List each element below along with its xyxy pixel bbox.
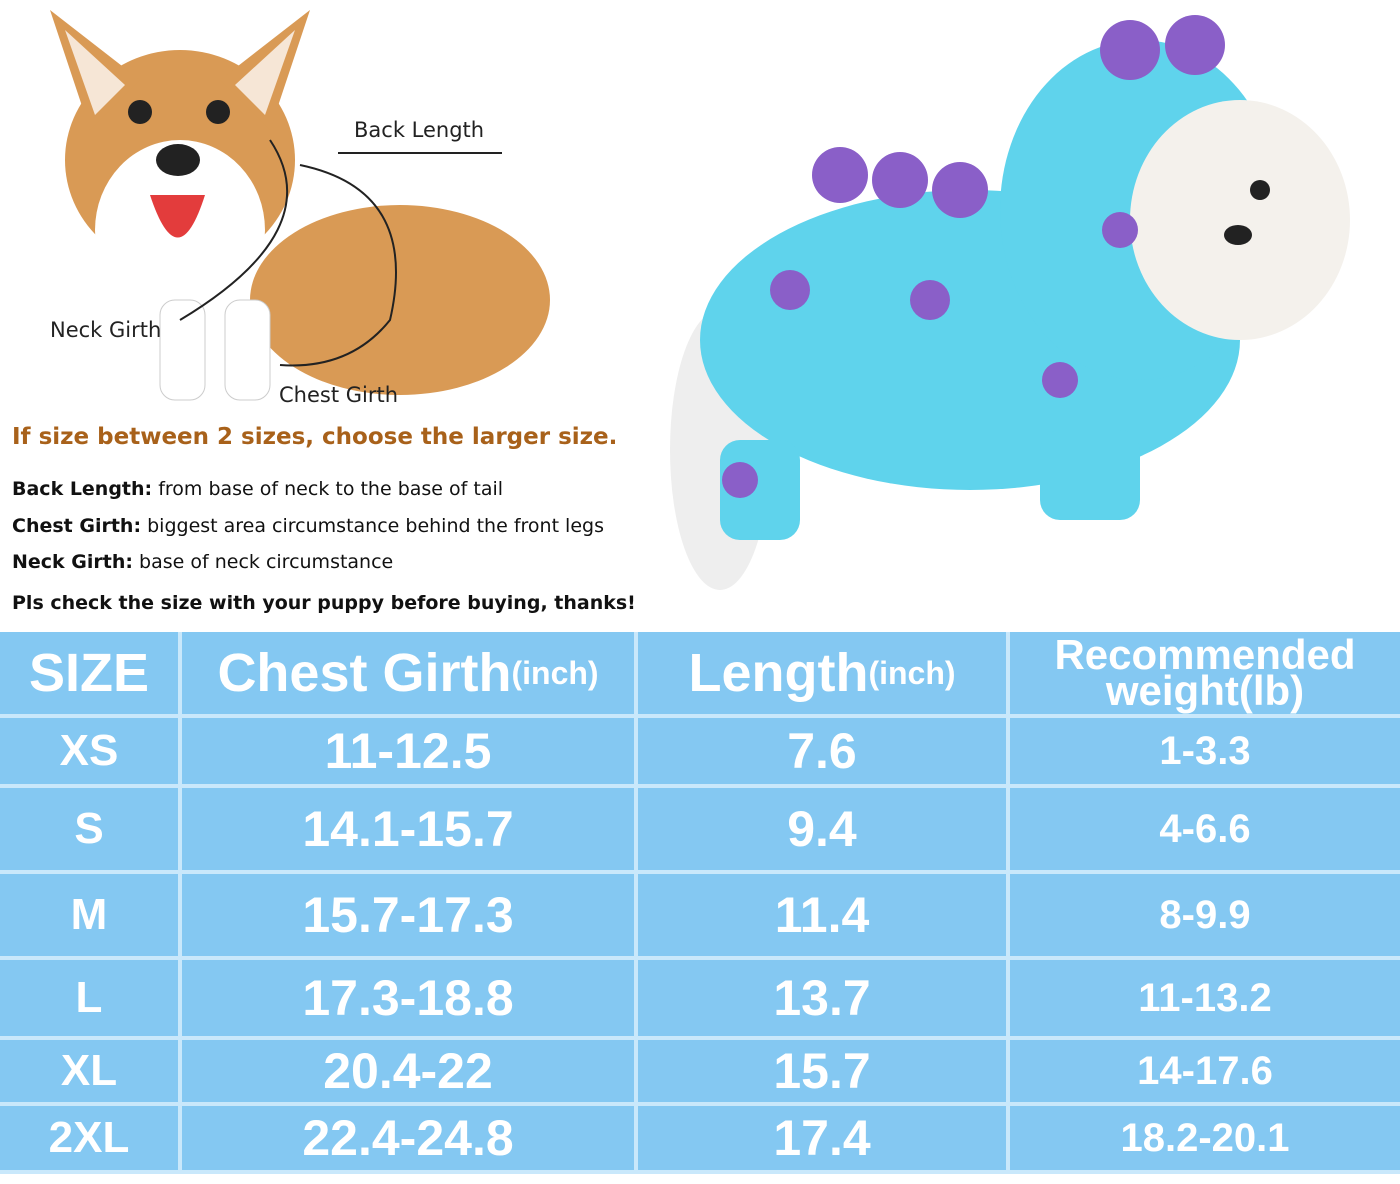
chest-girth-cell: 17.3-18.8 [182, 960, 638, 1036]
table-row: 2XL 22.4-24.8 17.4 18.2-20.1 [0, 1106, 1400, 1174]
size-chart-table: SIZE Chest Girth (inch) Length (inch) Reco… [0, 632, 1400, 1174]
header-chest-girth: Chest Girth (inch) [182, 632, 638, 714]
definition-back-length: Back Length: from base of neck to the ba… [12, 478, 503, 500]
term: Chest Girth: [12, 515, 142, 537]
back-length-label: Back Length [354, 118, 485, 142]
weight-cell: 4-6.6 [1159, 806, 1251, 851]
neck-girth-label: Neck Girth [50, 318, 162, 342]
chest-girth-cell: 20.4-22 [182, 1040, 638, 1102]
weight-cell: 14-17.6 [1137, 1048, 1273, 1093]
table-row: L 17.3-18.8 13.7 11-13.2 [0, 960, 1400, 1040]
table-row: XS 11-12.5 7.6 1-3.3 [0, 718, 1400, 788]
size-tip: If size between 2 sizes, choose the larg… [12, 424, 618, 450]
table-header-row: SIZE Chest Girth (inch) Length (inch) Reco… [0, 632, 1400, 718]
length-cell: 13.7 [638, 960, 1010, 1036]
length-cell: 7.6 [638, 718, 1010, 784]
size-cell: L [0, 960, 182, 1036]
table-row: M 15.7-17.3 11.4 8-9.9 [0, 874, 1400, 960]
definition-text: from base of neck to the base of tail [158, 478, 504, 500]
check-size-note: Pls check the size with your puppy befor… [12, 592, 636, 614]
size-cell: XS [0, 718, 182, 784]
length-cell: 17.4 [638, 1106, 1010, 1170]
weight-cell: 1-3.3 [1159, 728, 1251, 773]
header-text: Chest Girth [217, 643, 512, 703]
length-cell: 11.4 [638, 874, 1010, 956]
length-cell: 9.4 [638, 788, 1010, 870]
weight-cell: 8-9.9 [1159, 892, 1251, 937]
term: Back Length: [12, 478, 153, 500]
table-row: S 14.1-15.7 9.4 4-6.6 [0, 788, 1400, 874]
header-text: Length [688, 643, 869, 703]
header-unit: (inch) [511, 654, 599, 691]
chest-girth-label: Chest Girth [279, 383, 399, 407]
header-weight: Recommended weight(lb) [1010, 632, 1400, 714]
definition-chest-girth: Chest Girth: biggest area circumstance b… [12, 515, 604, 537]
size-cell: XL [0, 1040, 182, 1102]
definition-neck-girth: Neck Girth: base of neck circumstance [12, 551, 393, 573]
weight-cell: 11-13.2 [1138, 975, 1272, 1020]
size-cell: S [0, 788, 182, 870]
size-cell: M [0, 874, 182, 956]
header-unit: (inch) [868, 654, 956, 691]
length-cell: 15.7 [638, 1040, 1010, 1102]
header-size: SIZE [0, 632, 182, 714]
chest-girth-cell: 11-12.5 [182, 718, 638, 784]
corgi-measurement-illustration [50, 10, 550, 401]
term: Neck Girth: [12, 551, 133, 573]
chest-girth-cell: 22.4-24.8 [182, 1106, 638, 1170]
definition-text: biggest area circumstance behind the fro… [147, 515, 604, 537]
header-text: Recommended weight(lb) [1054, 631, 1356, 714]
header-text: SIZE [28, 643, 150, 703]
header-length: Length (inch) [638, 632, 1010, 714]
definition-text: base of neck circumstance [139, 551, 394, 573]
table-row: XL 20.4-22 15.7 14-17.6 [0, 1040, 1400, 1106]
size-cell: 2XL [0, 1106, 182, 1170]
weight-cell: 18.2-20.1 [1120, 1115, 1290, 1160]
chest-girth-cell: 15.7-17.3 [182, 874, 638, 956]
dog-in-dinosaur-costume-photo [670, 15, 1350, 590]
chest-girth-cell: 14.1-15.7 [182, 788, 638, 870]
